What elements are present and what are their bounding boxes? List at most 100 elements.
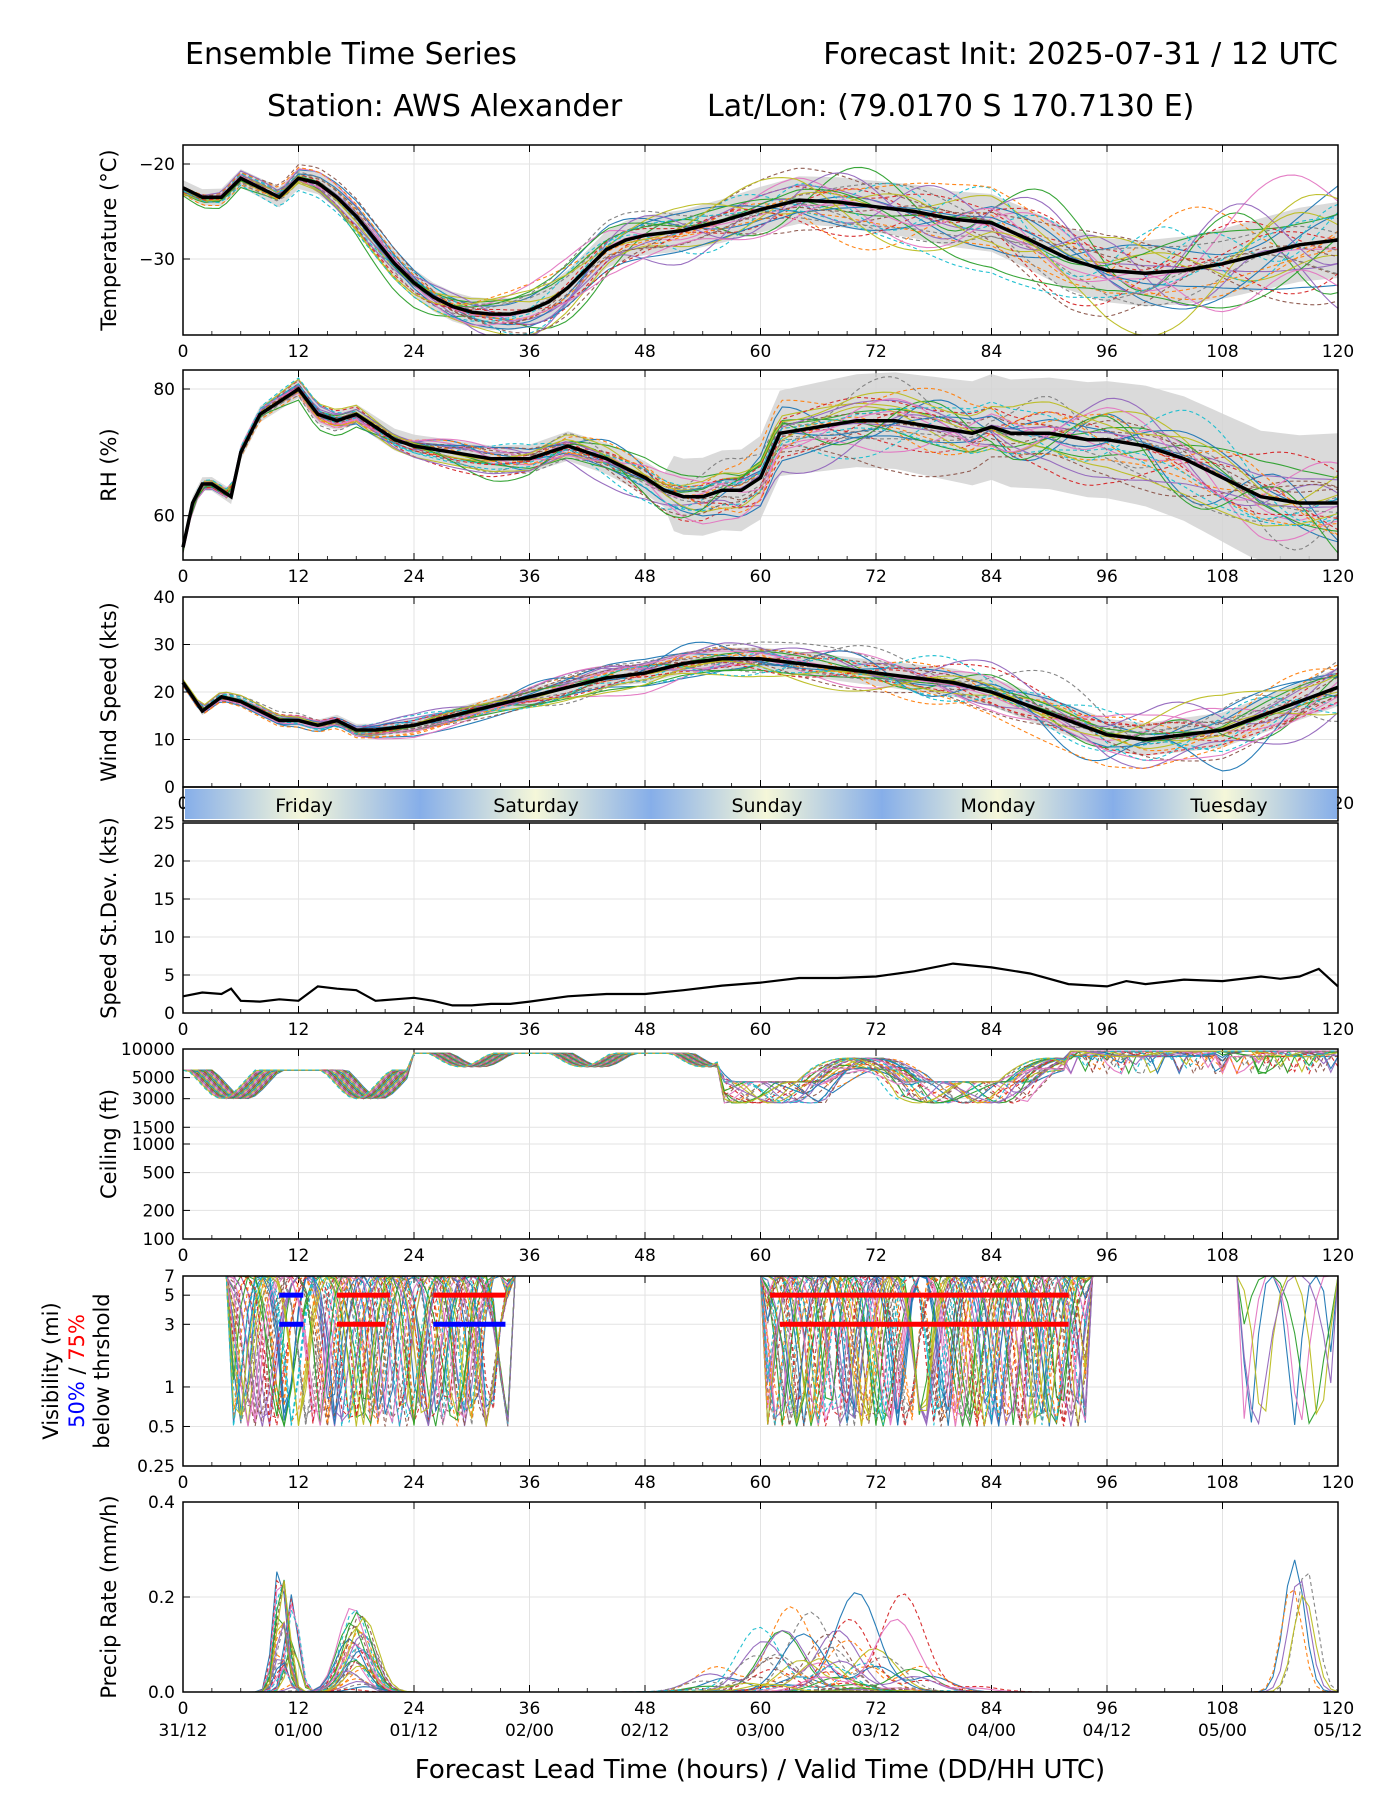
x-tick-label: 72 <box>865 1699 887 1719</box>
y-axis-label: Precip Rate (mm/h) <box>97 1495 121 1698</box>
y-tick-label: 1000 <box>132 1135 175 1155</box>
y-axis-label-line3: below thrshold <box>90 1293 114 1448</box>
y-tick-label: 5 <box>164 966 175 986</box>
x-tick-label: 60 <box>750 1473 772 1493</box>
x-tick-label: 96 <box>1096 1246 1118 1266</box>
x-tick-label: 108 <box>1206 1020 1238 1040</box>
x-tick-label: 24 <box>403 1246 425 1266</box>
y-axis-label: Visibility (mi) <box>39 1302 63 1439</box>
x-tick-label: 12 <box>288 342 310 362</box>
panel-0: −20 −30 0 12 24 36 48 60 72 84 96 108 120 Temperature… <box>97 144 1354 362</box>
y-tick-label: 20 <box>153 683 175 703</box>
x-valid-time-label: 01/12 <box>390 1721 439 1741</box>
x-valid-time-label: 02/00 <box>505 1721 554 1741</box>
x-tick-label: 108 <box>1206 1699 1238 1719</box>
ensemble-mean-line <box>181 657 1339 742</box>
y-tick-label: 0.5 <box>148 1417 175 1437</box>
panel-3: 0 5 10 15 20 25 0 12 24 36 48 60 72 84 96 108 120 Speed S… <box>97 814 1354 1040</box>
x-tick-label: 36 <box>519 1699 541 1719</box>
figure-title-left: Ensemble Time Series <box>185 37 517 72</box>
day-label-friday: Friday <box>275 795 333 817</box>
panels: −20−300 12 24 36 48 60 72 84 96 108 120Temperature… <box>39 144 1363 1741</box>
x-tick-label: 72 <box>865 567 887 587</box>
x-tick-label: 60 <box>750 567 772 587</box>
x-tick-label: 108 <box>1206 342 1238 362</box>
y-tick-label: 7 <box>164 1267 175 1287</box>
x-tick-label: 84 <box>981 1699 1003 1719</box>
ensemble-member-line <box>182 641 1339 736</box>
y-tick-label: 0 <box>164 1004 175 1024</box>
ensemble-member-line <box>183 1275 1338 1427</box>
panel-2: 01020304001224364860728496108120Wind Spe… <box>97 588 1354 814</box>
y-tick-label: 80 <box>153 380 175 400</box>
x-tick-label: 24 <box>403 1699 425 1719</box>
x-tick-label: 84 <box>981 342 1003 362</box>
y-axis-label-group: RH (%) <box>97 428 121 501</box>
x-tick-label: 48 <box>634 567 656 587</box>
x-tick-label: 0 <box>178 1473 189 1493</box>
x-tick-label: 108 <box>1206 1246 1238 1266</box>
day-label-tuesday: Tuesday <box>1189 795 1267 817</box>
x-tick-label: 24 <box>403 567 425 587</box>
x-tick-label: 120 <box>1322 342 1354 362</box>
x-tick-label: 60 <box>750 342 772 362</box>
y-tick-label: 10000 <box>121 1040 175 1060</box>
ensemble-member-line <box>182 176 1339 330</box>
x-tick-label: 0 <box>178 1246 189 1266</box>
x-valid-time-label: 04/00 <box>967 1721 1016 1741</box>
x-tick-label: 0 <box>178 1699 189 1719</box>
ensemble-member-line <box>182 173 1339 326</box>
day-label-sunday: Sunday <box>731 795 802 817</box>
y-tick-label: 40 <box>153 588 175 608</box>
x-tick-label: 48 <box>634 1020 656 1040</box>
x-valid-time-label: 03/00 <box>736 1721 785 1741</box>
x-tick-label: 96 <box>1096 1020 1118 1040</box>
ensemble-member-line <box>182 390 1339 550</box>
x-tick-label: 72 <box>865 342 887 362</box>
y-axis-label: Wind Speed (kts) <box>97 602 121 782</box>
y-tick-label: 100 <box>143 1230 175 1250</box>
day-strip-segment <box>651 789 882 819</box>
x-tick-label: 72 <box>865 1473 887 1493</box>
y-axis-label: Temperature (°C) <box>97 149 121 331</box>
y-axis-label-percentages: 50% / 75% <box>65 1314 89 1428</box>
day-strip-segment <box>420 789 651 819</box>
ensemble-member-line <box>182 653 1339 769</box>
ensemble-member-line <box>182 1050 1338 1104</box>
y-axis-label-group: Temperature (°C) <box>97 149 121 331</box>
x-tick-label: 36 <box>519 342 541 362</box>
x-tick-label: 36 <box>519 1020 541 1040</box>
x-tick-label: 48 <box>634 1473 656 1493</box>
ensemble-member-line <box>182 383 1339 545</box>
x-tick-label: 108 <box>1206 567 1238 587</box>
x-valid-time-label: 31/12 <box>159 1721 208 1741</box>
x-tick-label: 60 <box>750 1020 772 1040</box>
y-tick-label: 10 <box>153 731 175 751</box>
x-tick-label: 48 <box>634 1699 656 1719</box>
y-axis-label-group: Precip Rate (mm/h) <box>97 1495 121 1698</box>
x-valid-time-label: 05/00 <box>1198 1721 1247 1741</box>
y-axis-label-group: Ceiling (ft) <box>97 1089 121 1199</box>
y-tick-label: 5 <box>164 1286 175 1306</box>
x-tick-label: 24 <box>403 1020 425 1040</box>
x-valid-time-label: 01/00 <box>274 1721 323 1741</box>
x-tick-label: 0 <box>178 567 189 587</box>
ensemble-member-line <box>182 391 1339 546</box>
visibility-ylabel: Visibility (mi) 50% / 75% below thrshold <box>39 1293 114 1448</box>
station-name: Station: AWS Alexander <box>267 89 623 124</box>
x-tick-label: 36 <box>519 567 541 587</box>
ensemble-member-line <box>183 1050 1339 1104</box>
stdev-line <box>182 962 1339 1007</box>
x-valid-time-label: 05/12 <box>1314 1721 1363 1741</box>
label-sep: / <box>65 1361 89 1381</box>
x-tick-label: 120 <box>1322 1473 1354 1493</box>
ensemble-member-line <box>183 1618 1338 1693</box>
ensemble-mean-line <box>181 386 1338 548</box>
day-label-saturday: Saturday <box>493 795 579 817</box>
day-strip: Friday Saturday Sunday Monday Tuesday <box>182 786 1339 822</box>
x-tick-label: 24 <box>403 1473 425 1493</box>
panel-6: 0.0 0.2 0.4 0 12 24 36 48 60 72 84 96 108 120 31/12 01/… <box>97 1493 1363 1741</box>
y-tick-label: 3 <box>164 1315 175 1335</box>
x-tick-label: 24 <box>403 342 425 362</box>
